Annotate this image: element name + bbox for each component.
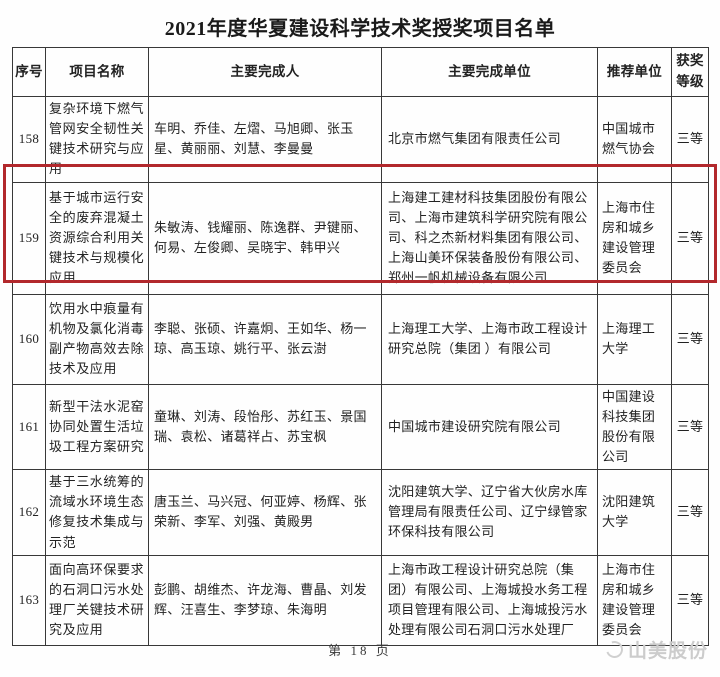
header-project-name: 项目名称	[45, 47, 149, 97]
cell-project: 复杂环境下燃气管网安全韧性关键技术研究与应用	[45, 96, 149, 183]
table-row: 162 基于三水统筹的流域水环境生态修复技术集成与示范 唐玉兰、马兴冠、何亚婷、…	[12, 469, 709, 556]
header-main-units: 主要完成单位	[381, 47, 598, 97]
header-recommender: 推荐单位	[597, 47, 672, 97]
cell-recommender: 上海理工大学	[597, 293, 672, 385]
watermark-text: 山美股份	[627, 641, 708, 662]
cell-project: 饮用水中痕量有机物及氯化消毒副产物高效去除技术及应用	[45, 293, 149, 385]
cell-grade: 三等	[671, 293, 709, 385]
cell-serial: 158	[12, 96, 46, 183]
cell-recommender: 上海市住房和城乡建设管理委员会	[597, 554, 672, 646]
table-header-row: 序号 项目名称 主要完成人 主要完成单位 推荐单位 获奖等级	[12, 47, 709, 97]
table-row: 160 饮用水中痕量有机物及氯化消毒副产物高效去除技术及应用 李聪、张硕、许嘉炯…	[12, 293, 709, 385]
cell-grade: 三等	[671, 96, 709, 183]
cell-units: 中国城市建设研究院有限公司	[381, 383, 598, 471]
table-row-highlighted: 159 基于城市运行安全的废弃混凝土资源综合利用关键技术与规模化应用 朱敏涛、钱…	[12, 181, 709, 295]
cell-people: 唐玉兰、马兴冠、何亚婷、杨辉、张荣新、李军、刘强、黄殿男	[148, 469, 382, 556]
cell-recommender: 上海市住房和城乡建设管理委员会	[597, 181, 672, 295]
cell-units: 北京市燃气集团有限责任公司	[381, 96, 598, 183]
cell-serial: 160	[12, 293, 46, 385]
cell-project: 基于三水统筹的流域水环境生态修复技术集成与示范	[45, 469, 149, 556]
header-main-people: 主要完成人	[148, 47, 382, 97]
page-number: 第 18 页	[328, 643, 392, 658]
table-row: 163 面向高环保要求的石洞口污水处理厂关键技术研究及应用 彭鹏、胡维杰、许龙海…	[12, 554, 709, 646]
cell-people: 童琳、刘涛、段怡彤、苏红玉、景国瑞、袁松、诸葛祥占、苏宝枫	[148, 383, 382, 471]
cell-units: 上海理工大学、上海市政工程设计研究总院（集团 ）有限公司	[381, 293, 598, 385]
cell-units: 上海建工建材科技集团股份有限公司、上海市建筑科学研究院有限公司、科之杰新材料集团…	[381, 181, 598, 295]
header-award-grade: 获奖等级	[671, 47, 709, 97]
sanme-logo-icon	[603, 638, 626, 661]
cell-grade: 三等	[671, 181, 709, 295]
cell-serial: 161	[12, 383, 46, 471]
watermark: 山美股份	[603, 636, 708, 663]
cell-project: 新型干法水泥窑协同处置生活垃圾工程方案研究	[45, 383, 149, 471]
cell-people: 彭鹏、胡维杰、许龙海、曹晶、刘发辉、汪喜生、李梦琼、朱海明	[148, 554, 382, 646]
cell-grade: 三等	[671, 469, 709, 556]
cell-serial: 159	[12, 181, 46, 295]
cell-units: 沈阳建筑大学、辽宁省大伙房水库管理局有限责任公司、辽宁绿管家环保科技有限公司	[381, 469, 598, 556]
table-row: 161 新型干法水泥窑协同处置生活垃圾工程方案研究 童琳、刘涛、段怡彤、苏红玉、…	[12, 383, 709, 471]
cell-grade: 三等	[671, 383, 709, 471]
cell-people: 朱敏涛、钱耀丽、陈逸群、尹键丽、何易、左俊卿、吴晓宇、韩甲兴	[148, 181, 382, 295]
cell-people: 李聪、张硕、许嘉炯、王如华、杨一琼、高玉琼、姚行平、张云澍	[148, 293, 382, 385]
page-title: 2021年度华夏建设科学技术奖授奖项目名单	[164, 18, 556, 40]
cell-serial: 162	[12, 469, 46, 556]
award-table: 序号 项目名称 主要完成人 主要完成单位 推荐单位 获奖等级 158 复杂环境下…	[12, 47, 709, 646]
cell-project: 基于城市运行安全的废弃混凝土资源综合利用关键技术与规模化应用	[45, 181, 149, 295]
cell-recommender: 中国城市燃气协会	[597, 96, 672, 183]
header-serial: 序号	[12, 47, 46, 97]
cell-people: 车明、乔佳、左熠、马旭卿、张玉星、黄丽丽、刘慧、李曼曼	[148, 96, 382, 183]
cell-recommender: 沈阳建筑大学	[597, 469, 672, 556]
table-row: 158 复杂环境下燃气管网安全韧性关键技术研究与应用 车明、乔佳、左熠、马旭卿、…	[12, 96, 709, 183]
cell-recommender: 中国建设科技集团股份有限公司	[597, 383, 672, 471]
cell-grade: 三等	[671, 554, 709, 646]
cell-serial: 163	[12, 554, 46, 646]
cell-units: 上海市政工程设计研究总院（集团）有限公司、上海城投水务工程项目管理有限公司、上海…	[381, 554, 598, 646]
cell-project: 面向高环保要求的石洞口污水处理厂关键技术研究及应用	[45, 554, 149, 646]
